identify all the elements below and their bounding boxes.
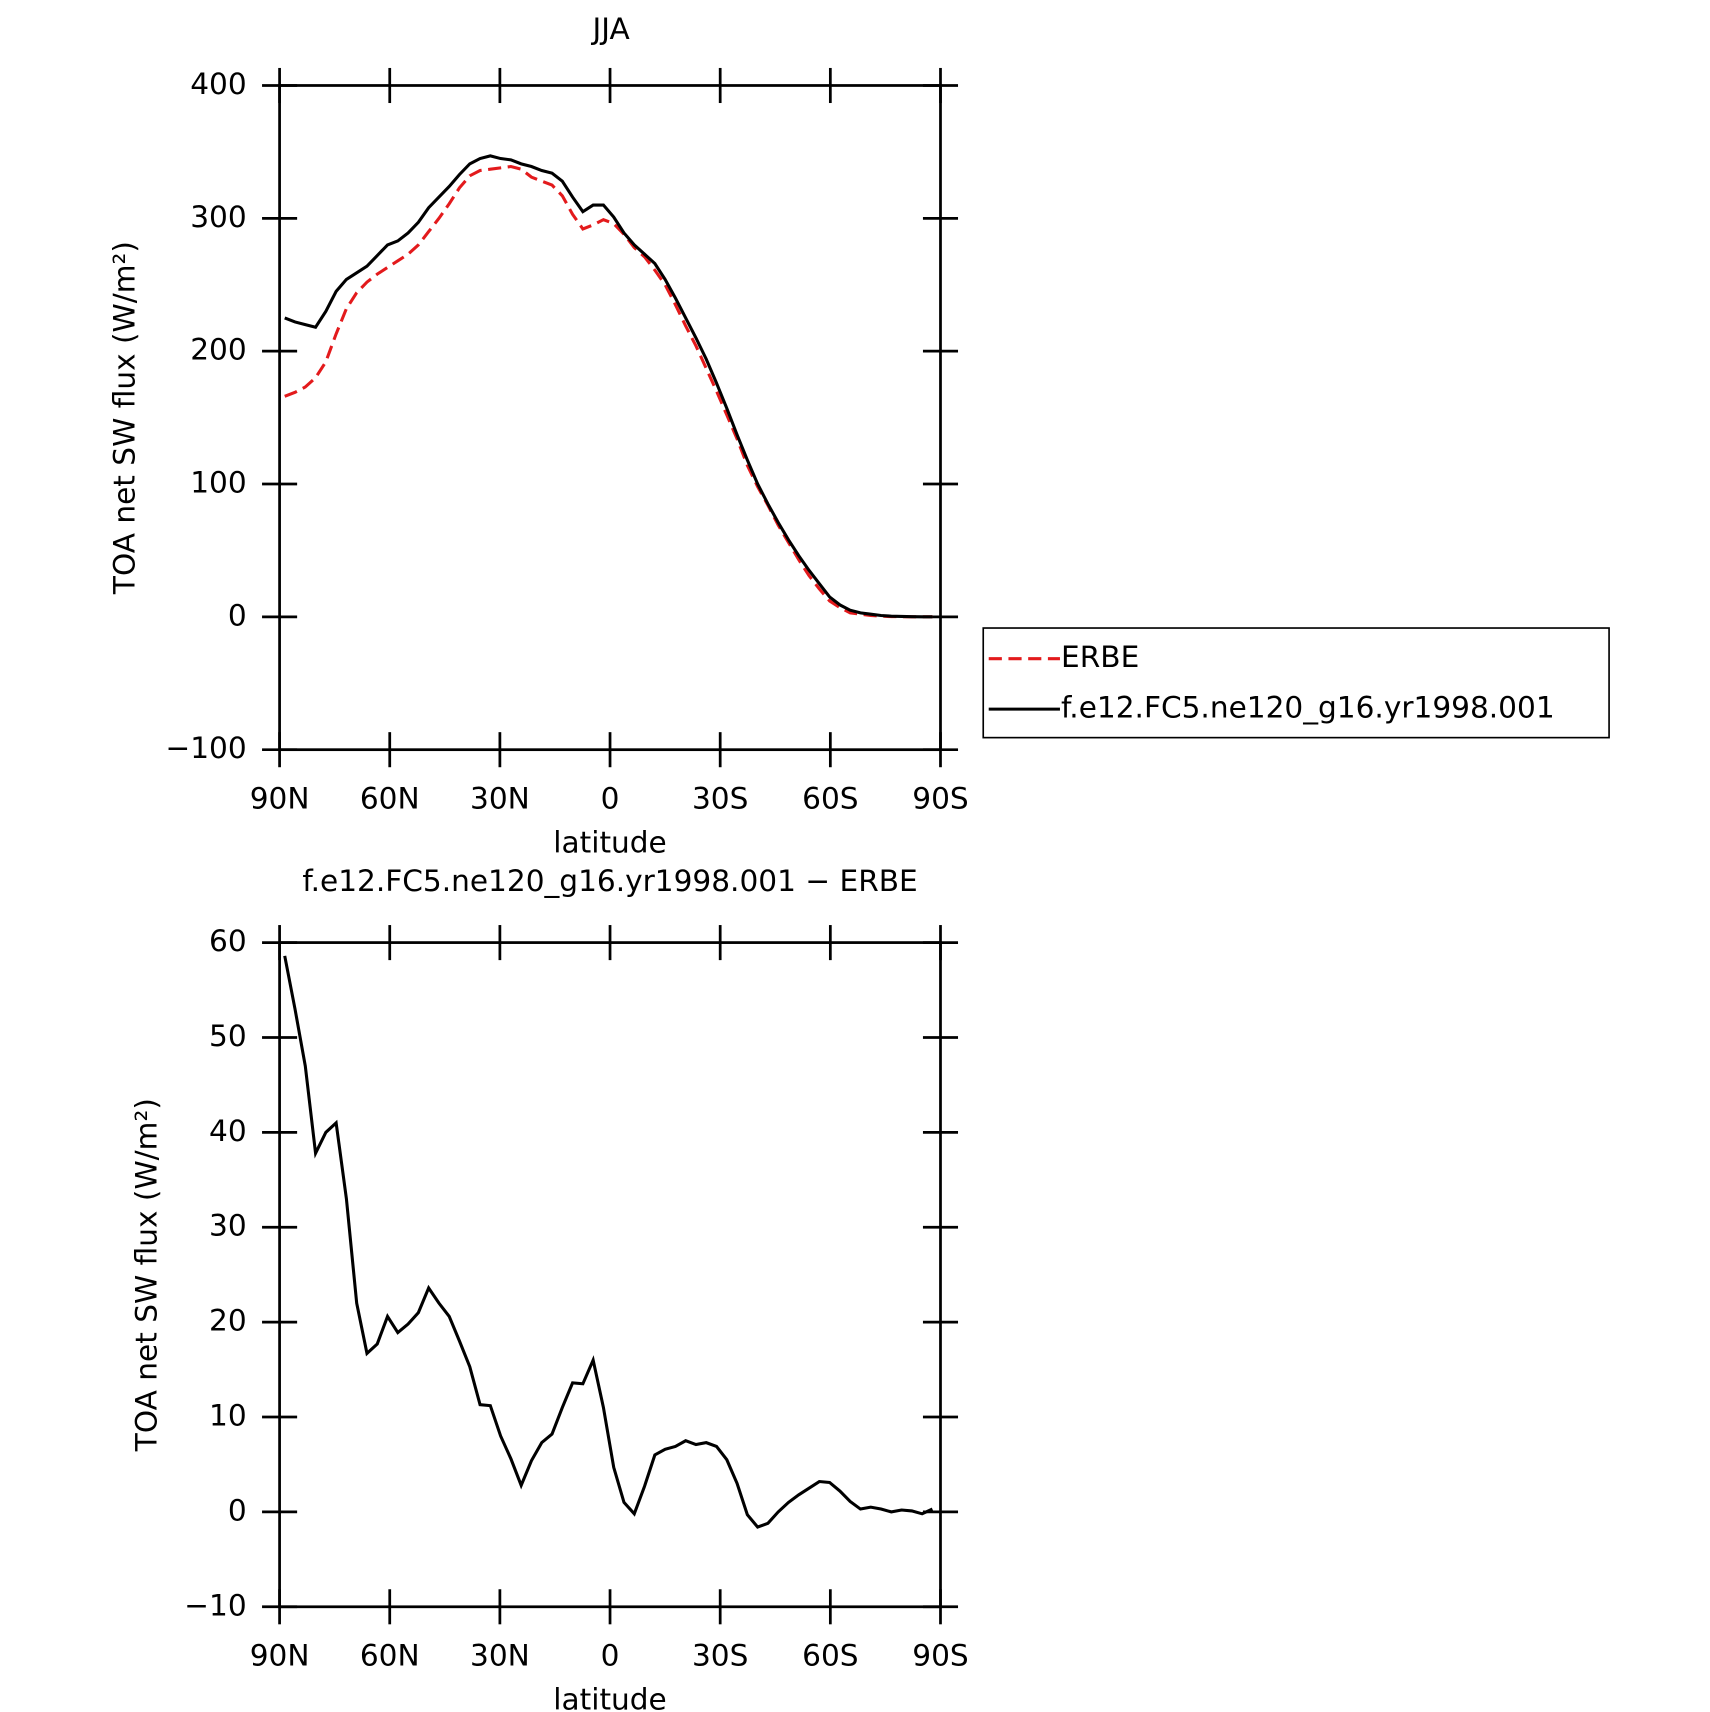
- x-tick-label: 60S: [802, 782, 858, 816]
- y-tick-label: 200: [190, 333, 246, 367]
- chart-title: f.e12.FC5.ne120_g16.yr1998.001 − ERBE: [302, 864, 917, 898]
- x-tick-label: 60S: [802, 1639, 858, 1673]
- plot-frame: [278, 941, 942, 1609]
- y-axis-label: TOA net SW flux (W/m²): [108, 241, 142, 595]
- data-line: [283, 955, 934, 1529]
- x-tick-label: 90N: [250, 782, 310, 816]
- x-tick-label: 30S: [692, 782, 748, 816]
- x-tick-label: 60N: [360, 782, 420, 816]
- x-tick-label: 0: [601, 1639, 620, 1673]
- data-line: [284, 164, 933, 619]
- y-tick-label: 100: [190, 466, 246, 500]
- y-tick-label: 30: [209, 1209, 247, 1243]
- y-tick-label: 10: [209, 1399, 247, 1433]
- plot-frame: [278, 84, 942, 752]
- y-tick-label: −10: [184, 1588, 246, 1622]
- y-tick-label: 40: [209, 1114, 247, 1148]
- legend-label: ERBE: [1061, 640, 1139, 674]
- x-tick-label: 30N: [470, 782, 530, 816]
- legend-label: f.e12.FC5.ne120_g16.yr1998.001: [1061, 691, 1555, 725]
- y-tick-label: 400: [190, 67, 246, 101]
- data-line: [284, 154, 933, 619]
- y-tick-label: 0: [228, 598, 247, 632]
- y-tick-label: 60: [209, 924, 247, 958]
- y-tick-label: −100: [165, 731, 246, 765]
- legend-box: [982, 627, 1610, 739]
- x-axis-label: latitude: [553, 1683, 666, 1712]
- y-axis-label: TOA net SW flux (W/m²): [130, 1098, 164, 1452]
- x-axis-label: latitude: [553, 825, 666, 859]
- x-tick-label: 60N: [360, 1639, 420, 1673]
- y-tick-label: 20: [209, 1304, 247, 1338]
- y-tick-label: 300: [190, 200, 246, 234]
- y-tick-label: 50: [209, 1019, 247, 1053]
- chart-title: JJA: [591, 12, 630, 46]
- x-tick-label: 0: [601, 782, 620, 816]
- x-tick-label: 30N: [470, 1639, 530, 1673]
- x-tick-label: 30S: [692, 1639, 748, 1673]
- x-tick-label: 90S: [912, 1639, 968, 1673]
- x-tick-label: 90N: [250, 1639, 310, 1673]
- y-tick-label: 0: [228, 1493, 247, 1527]
- x-tick-label: 90S: [912, 782, 968, 816]
